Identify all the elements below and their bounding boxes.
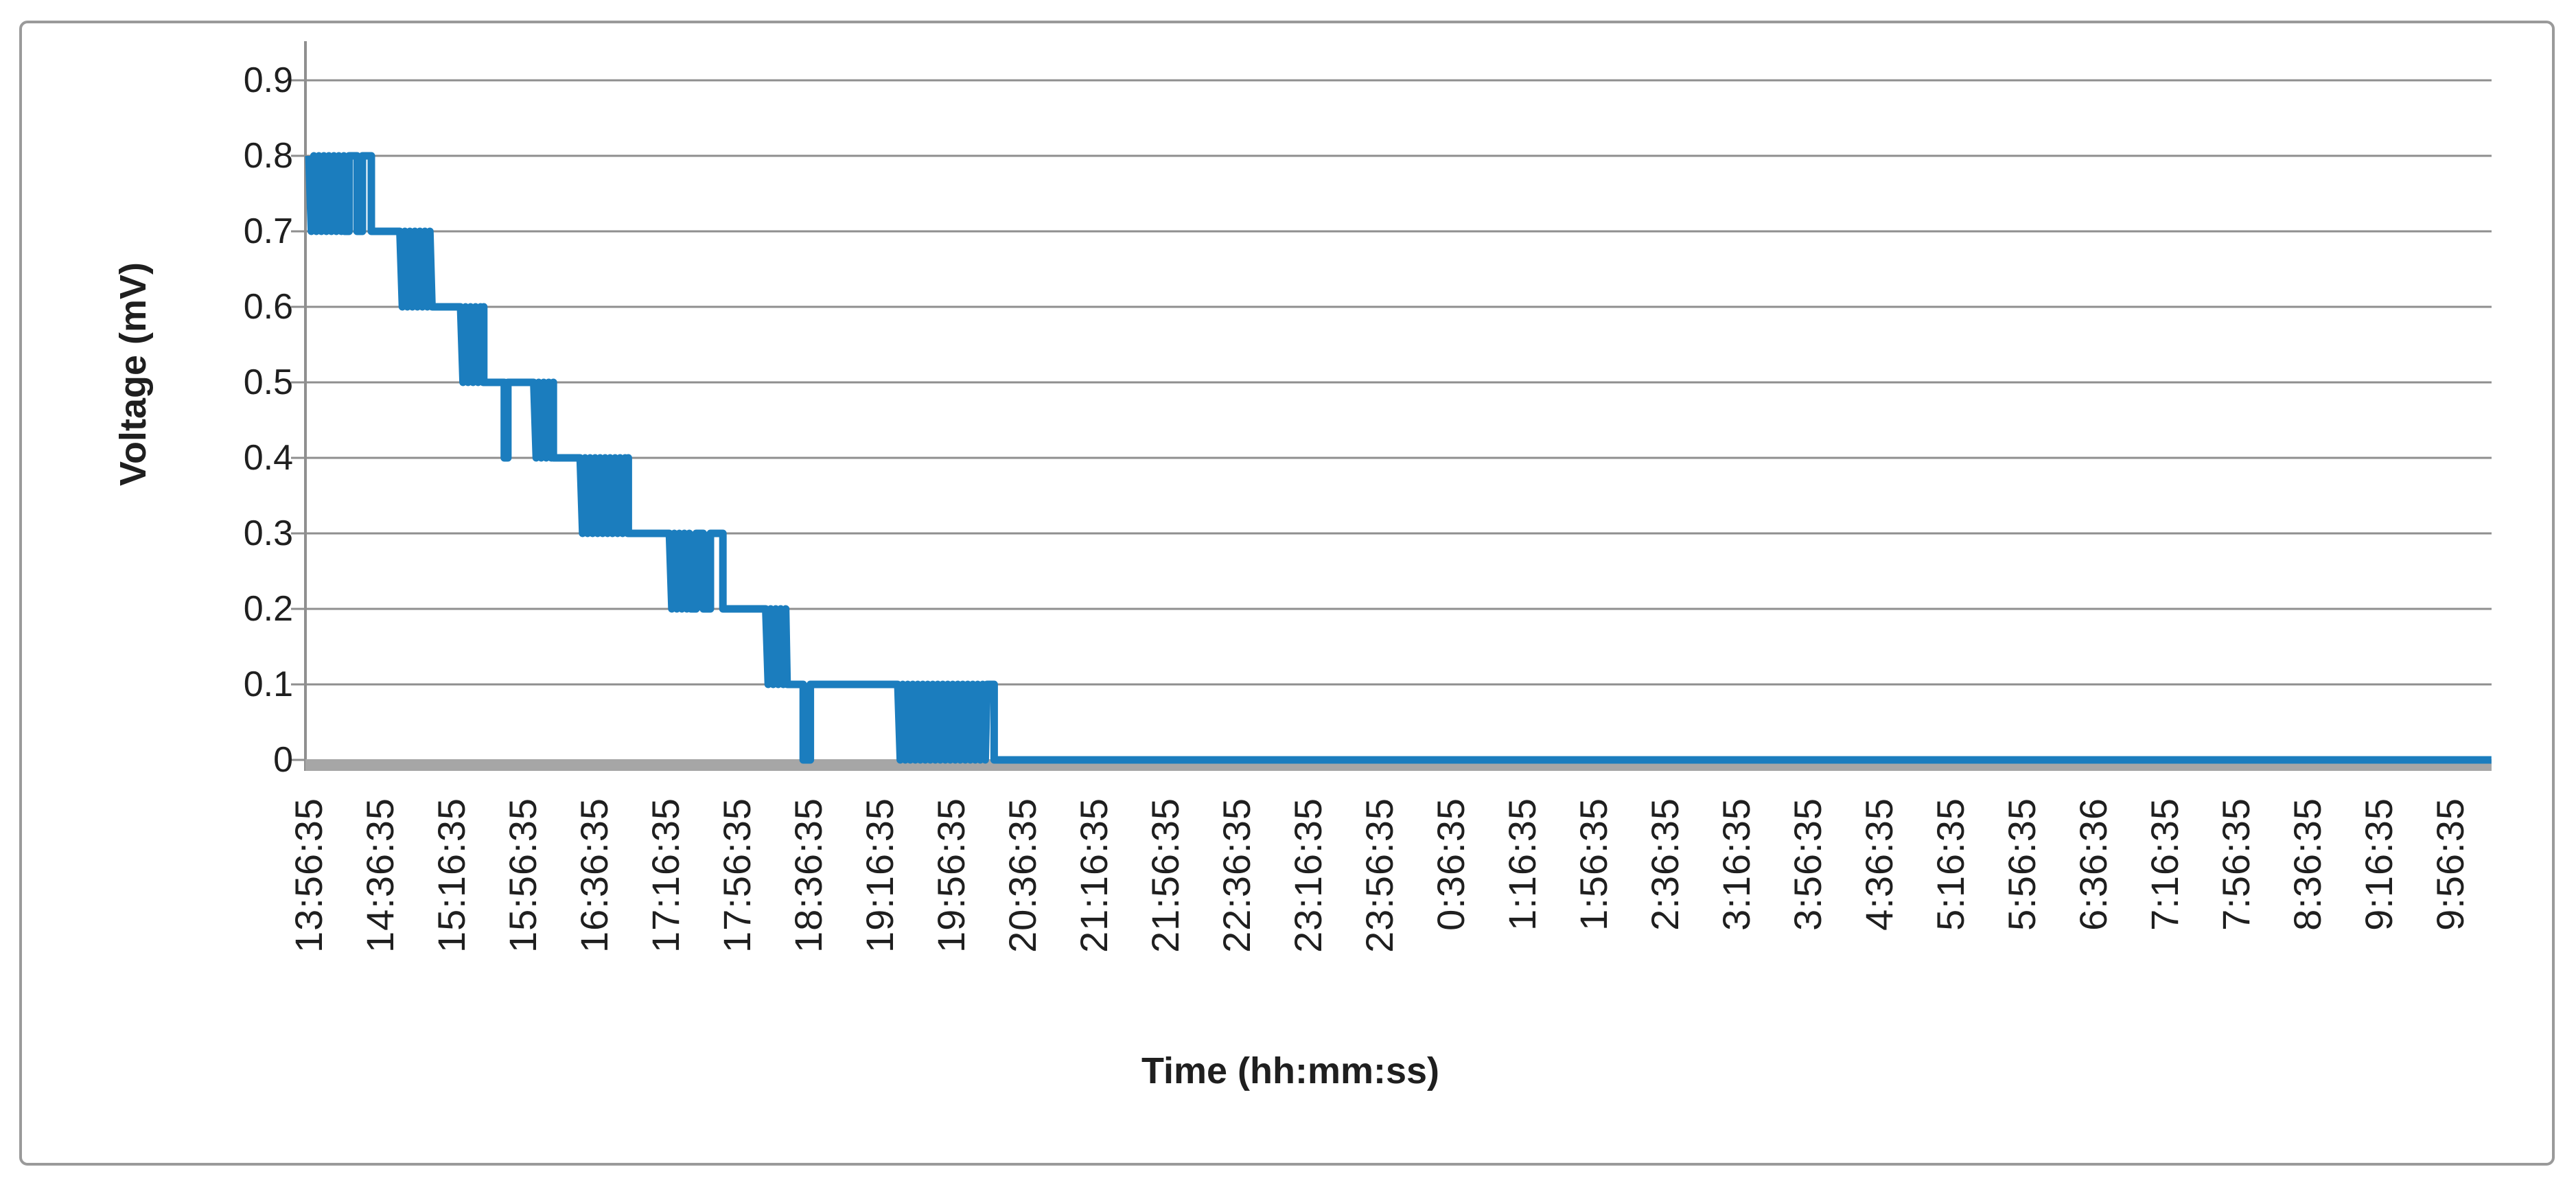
x-tick-label: 8:36:35 xyxy=(2286,798,2329,931)
y-tick-label: 0.5 xyxy=(244,362,293,402)
y-tick-label: 0.9 xyxy=(244,60,293,100)
chart-frame xyxy=(19,21,2555,1166)
x-tick-label: 20:36:35 xyxy=(1001,798,1044,953)
x-tick-label: 15:56:35 xyxy=(501,798,544,953)
x-tick-label: 17:16:35 xyxy=(644,798,687,953)
x-tick-label: 7:16:35 xyxy=(2143,798,2186,931)
x-tick-label: 1:56:35 xyxy=(1572,798,1615,931)
x-tick-labels: 13:56:35 14:36:35 15:16:35 15:56:35 16:36:35… xyxy=(287,798,2472,953)
x-tick-label: 23:56:35 xyxy=(1358,798,1401,953)
x-tick-label: 3:16:35 xyxy=(1715,798,1758,931)
x-tick-label: 0:36:35 xyxy=(1429,798,1472,931)
y-tick-labels: 0.9 0.8 0.7 0.6 0.5 0.4 0.3 0.2 0.1 0 xyxy=(244,60,293,780)
x-tick-label: 22:36:35 xyxy=(1215,798,1258,953)
series xyxy=(305,152,2492,764)
x-tick-label: 14:36:35 xyxy=(358,798,402,953)
x-tick-label: 6:36:36 xyxy=(2072,798,2115,931)
x-tick-label: 1:16:35 xyxy=(1500,798,1544,931)
x-axis-title: Time (hh:mm:ss) xyxy=(1141,1050,1439,1091)
x-tick-label: 19:56:35 xyxy=(929,798,973,953)
y-tick-label: 0 xyxy=(273,740,293,780)
voltage-series-line xyxy=(305,152,2492,764)
x-tick-label: 4:36:35 xyxy=(1857,798,1901,931)
x-tick-label: 13:56:35 xyxy=(287,798,330,953)
x-tick-label: 7:56:35 xyxy=(2214,798,2258,931)
y-tick-label: 0.8 xyxy=(244,136,293,176)
x-tick-label: 2:36:35 xyxy=(1643,798,1686,931)
x-tick-label: 16:36:35 xyxy=(572,798,616,953)
x-tick-label: 3:56:35 xyxy=(1786,798,1829,931)
x-tick-label: 23:16:35 xyxy=(1286,798,1330,953)
x-tick-label: 5:56:35 xyxy=(2000,798,2043,931)
x-tick-label: 9:56:35 xyxy=(2428,798,2472,931)
y-tick-label: 0.1 xyxy=(244,664,293,704)
x-tick-label: 19:16:35 xyxy=(858,798,901,953)
y-axis-title: Voltage (mV) xyxy=(113,262,154,486)
x-tick-label: 21:56:35 xyxy=(1144,798,1187,953)
y-axis-ticks xyxy=(291,79,305,761)
y-tick-label: 0.3 xyxy=(244,513,293,553)
y-tick-label: 0.2 xyxy=(244,589,293,629)
x-tick-label: 9:16:35 xyxy=(2357,798,2400,931)
y-tick-label: 0.6 xyxy=(244,287,293,327)
y-tick-label: 0.4 xyxy=(244,438,293,478)
x-tick-label: 21:16:35 xyxy=(1072,798,1115,953)
x-tick-label: 15:16:35 xyxy=(430,798,473,953)
x-tick-label: 17:56:35 xyxy=(715,798,758,953)
x-tick-label: 5:16:35 xyxy=(1929,798,1972,931)
y-tick-label: 0.7 xyxy=(244,211,293,251)
x-tick-label: 18:36:35 xyxy=(787,798,830,953)
